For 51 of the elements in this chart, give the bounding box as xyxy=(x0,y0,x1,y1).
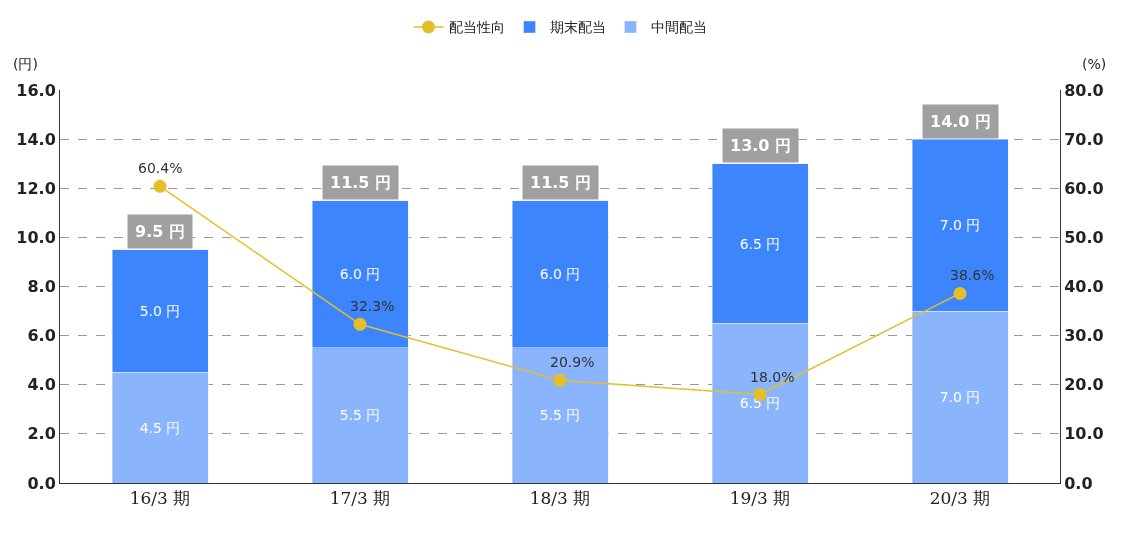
y-tick-label: 2.0 xyxy=(27,424,56,444)
data-label: 60.4% xyxy=(138,160,183,176)
point xyxy=(153,179,167,193)
x-tick-label: 19/3 期 xyxy=(729,488,791,509)
y-tick-label: 16.0 xyxy=(16,80,56,100)
y-tick-label: 14.0 xyxy=(16,129,56,149)
y-tick-label: 0.0 xyxy=(27,473,56,493)
x-tick-label: 16/3 期 xyxy=(129,488,191,509)
data-label: 7.0 円 xyxy=(939,217,981,234)
y2-tick-label: 10.0 xyxy=(1064,424,1104,444)
y2-tick-label: 70.0 xyxy=(1064,129,1104,149)
x-tick-label: 18/3 期 xyxy=(529,488,591,509)
y2-tick-label: 0.0 xyxy=(1064,473,1093,493)
y2-tick-label: 30.0 xyxy=(1064,326,1104,346)
y-tick-label: 8.0 xyxy=(27,277,56,297)
data-label: 32.3% xyxy=(350,298,395,314)
data-label: 5.0 円 xyxy=(139,303,181,320)
point xyxy=(953,286,967,300)
y-tick-label: 6.0 xyxy=(27,326,56,346)
legend-label: 期末配当 xyxy=(549,19,606,36)
data-label: 6.0 円 xyxy=(539,266,581,283)
legend-label: 配当性向 xyxy=(448,19,505,36)
data-label: 6.0 円 xyxy=(339,266,381,283)
legend-label: 中間配当 xyxy=(650,19,707,36)
data-label: 20.9% xyxy=(550,354,595,370)
x-tick-label: 17/3 期 xyxy=(329,488,391,509)
y2-tick-label: 40.0 xyxy=(1064,277,1104,297)
y2-axis-title: (%) xyxy=(1082,56,1107,72)
data-label: 7.0 円 xyxy=(939,389,981,406)
y2-tick-label: 60.0 xyxy=(1064,178,1104,198)
total-label: 11.5 円 xyxy=(330,173,392,192)
data-label: 5.5 円 xyxy=(539,407,581,424)
total-label: 11.5 円 xyxy=(530,173,592,192)
data-label: 38.6% xyxy=(950,267,995,283)
y2-tick-label: 20.0 xyxy=(1064,375,1104,395)
y2-tick-label: 50.0 xyxy=(1064,227,1104,247)
data-label: 6.5 円 xyxy=(739,235,781,252)
total-label: 13.0 円 xyxy=(730,136,792,155)
data-label: 18.0% xyxy=(750,369,795,385)
point xyxy=(353,317,367,331)
y-tick-label: 4.0 xyxy=(27,375,56,395)
data-label: 4.5 円 xyxy=(139,419,181,436)
data-label: 5.5 円 xyxy=(339,407,381,424)
total-label: 9.5 円 xyxy=(135,222,185,241)
point xyxy=(553,373,567,387)
y-tick-label: 10.0 xyxy=(16,227,56,247)
y-axis-title: (円) xyxy=(13,56,38,72)
x-tick-label: 20/3 期 xyxy=(929,488,991,509)
total-label: 14.0 円 xyxy=(930,112,992,131)
y2-tick-label: 80.0 xyxy=(1064,80,1104,100)
y-tick-label: 12.0 xyxy=(16,178,56,198)
